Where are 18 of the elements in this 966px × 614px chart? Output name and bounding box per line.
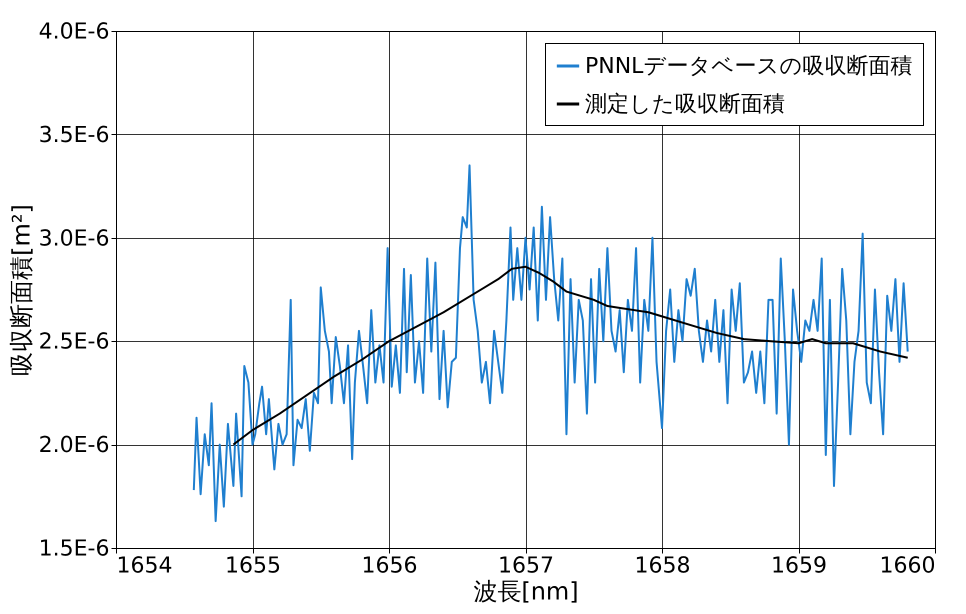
x-tick-label: 1654 [116,554,172,578]
y-tick-label: 4.0E-6 [38,20,110,44]
x-tick-label: 1659 [771,554,827,578]
x-axis-title: 波長[nm] [473,578,579,606]
legend-label: PNNLデータベースの吸収断面積 [585,54,912,79]
x-tick-label: 1657 [498,554,554,578]
x-tick-label: 1655 [225,554,281,578]
y-axis-title: 吸収断面積[m²] [8,204,36,376]
y-tick-label: 2.0E-6 [38,433,110,458]
y-tick-label: 3.0E-6 [38,226,110,252]
x-tick-label: 1656 [362,554,418,578]
x-tick-label: 1658 [634,554,690,578]
y-tick-label: 3.5E-6 [38,122,110,148]
y-tick-label: 2.5E-6 [38,330,110,355]
legend-label: 測定した吸収断面積 [585,92,785,117]
line-series [192,164,909,522]
x-tick-label: 1660 [880,554,936,578]
y-tick-label: 1.5E-6 [38,536,110,562]
